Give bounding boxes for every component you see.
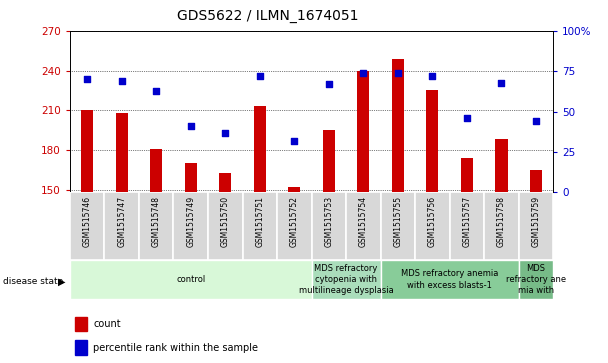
Bar	[311, 260, 381, 299]
Text: GSM1515755: GSM1515755	[393, 196, 402, 247]
Text: GSM1515750: GSM1515750	[221, 196, 230, 247]
Bar	[519, 192, 553, 260]
Bar	[323, 130, 335, 192]
Point	[324, 81, 334, 87]
Bar	[185, 163, 197, 192]
Text: GSM1515749: GSM1515749	[186, 196, 195, 247]
Point	[531, 118, 541, 124]
Bar	[530, 170, 542, 192]
Bar	[381, 192, 415, 260]
Text: disease state: disease state	[3, 277, 63, 286]
Point	[393, 70, 402, 76]
Bar	[311, 192, 346, 260]
Bar	[381, 260, 519, 299]
Bar	[461, 158, 473, 192]
Text: GSM1515757: GSM1515757	[463, 196, 471, 247]
Bar	[496, 139, 508, 192]
Bar	[116, 113, 128, 192]
Bar	[70, 260, 311, 299]
Text: GSM1515756: GSM1515756	[428, 196, 437, 247]
Bar	[277, 192, 311, 260]
Bar	[70, 192, 105, 260]
Bar	[450, 192, 484, 260]
Bar	[219, 172, 231, 192]
Text: GSM1515758: GSM1515758	[497, 196, 506, 247]
Point	[151, 88, 161, 94]
Bar	[254, 106, 266, 192]
Bar	[208, 192, 243, 260]
Text: GSM1515748: GSM1515748	[152, 196, 161, 247]
Point	[427, 73, 437, 79]
Point	[359, 70, 368, 76]
Text: count: count	[93, 319, 121, 329]
Bar	[75, 317, 87, 331]
Bar	[173, 192, 208, 260]
Bar	[346, 192, 381, 260]
Bar	[392, 59, 404, 192]
Text: ▶: ▶	[58, 276, 66, 286]
Bar	[415, 192, 450, 260]
Text: GSM1515753: GSM1515753	[324, 196, 333, 247]
Bar	[75, 340, 87, 355]
Bar	[358, 70, 370, 192]
Text: control: control	[176, 275, 206, 284]
Point	[289, 138, 299, 144]
Text: MDS
refractory ane
mia with: MDS refractory ane mia with	[506, 264, 566, 295]
Point	[497, 79, 506, 85]
Bar	[484, 192, 519, 260]
Point	[462, 115, 472, 121]
Text: percentile rank within the sample: percentile rank within the sample	[93, 343, 258, 352]
Bar	[105, 192, 139, 260]
Text: GSM1515747: GSM1515747	[117, 196, 126, 247]
Text: GDS5622 / ILMN_1674051: GDS5622 / ILMN_1674051	[177, 9, 358, 23]
Text: GSM1515754: GSM1515754	[359, 196, 368, 247]
Text: MDS refractory anemia
with excess blasts-1: MDS refractory anemia with excess blasts…	[401, 269, 499, 290]
Text: GSM1515752: GSM1515752	[290, 196, 299, 247]
Point	[255, 73, 264, 79]
Bar	[426, 90, 438, 192]
Text: GSM1515746: GSM1515746	[83, 196, 92, 247]
Bar	[288, 187, 300, 192]
Bar	[243, 192, 277, 260]
Point	[82, 76, 92, 82]
Bar	[150, 149, 162, 192]
Bar	[139, 192, 173, 260]
Point	[117, 78, 126, 84]
Point	[186, 123, 196, 129]
Text: GSM1515751: GSM1515751	[255, 196, 264, 247]
Text: GSM1515759: GSM1515759	[531, 196, 541, 247]
Point	[221, 130, 230, 135]
Text: MDS refractory
cytopenia with
multilineage dysplasia: MDS refractory cytopenia with multilinea…	[299, 264, 393, 295]
Bar	[81, 110, 93, 192]
Bar	[519, 260, 553, 299]
